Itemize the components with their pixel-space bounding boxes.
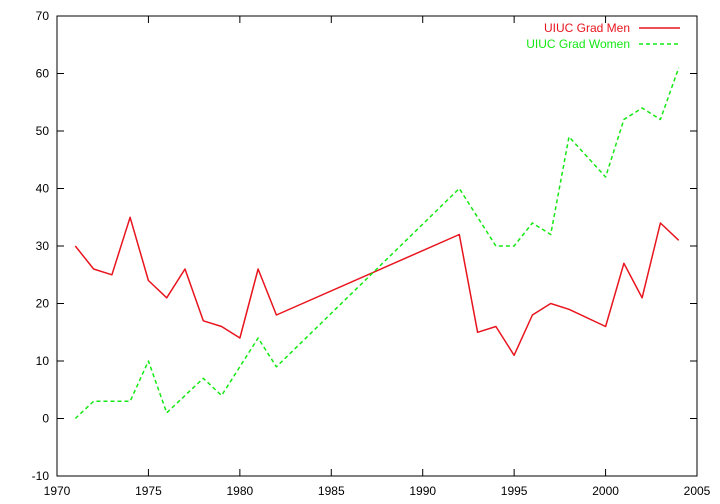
x-tick-label: 1980	[227, 484, 254, 498]
legend-label: UIUC Grad Men	[544, 21, 630, 35]
plot-frame	[56, 15, 698, 477]
x-tick-label: 1990	[409, 484, 436, 498]
x-tick-label: 2000	[592, 484, 619, 498]
y-tick-label: 10	[36, 354, 50, 368]
legend: UIUC Grad Men UIUC Grad Women	[526, 21, 680, 51]
x-tick-label: 1995	[501, 484, 528, 498]
axis-ticks: 1970 1975 1980 1985 1990 1995 2000 2005 -10 0 10 20…	[32, 9, 711, 498]
legend-label: UIUC Grad Women	[526, 37, 630, 51]
y-tick-label: 40	[36, 182, 50, 196]
y-tick-label: 60	[36, 67, 50, 81]
y-tick-label: 20	[36, 297, 50, 311]
y-tick-label: 50	[36, 124, 50, 138]
y-tick-label: -10	[32, 469, 50, 483]
series-line-women	[74, 67, 680, 420]
x-tick-label: 1985	[318, 484, 345, 498]
series-line-men	[74, 216, 680, 357]
series-lines	[74, 67, 680, 420]
x-tick-label: 1970	[44, 484, 71, 498]
y-tick-label: 0	[42, 412, 49, 426]
y-tick-label: 70	[36, 9, 50, 23]
x-tick-label: 1975	[135, 484, 162, 498]
y-tick-label: 30	[36, 239, 50, 253]
x-tick-label: 2005	[684, 484, 711, 498]
